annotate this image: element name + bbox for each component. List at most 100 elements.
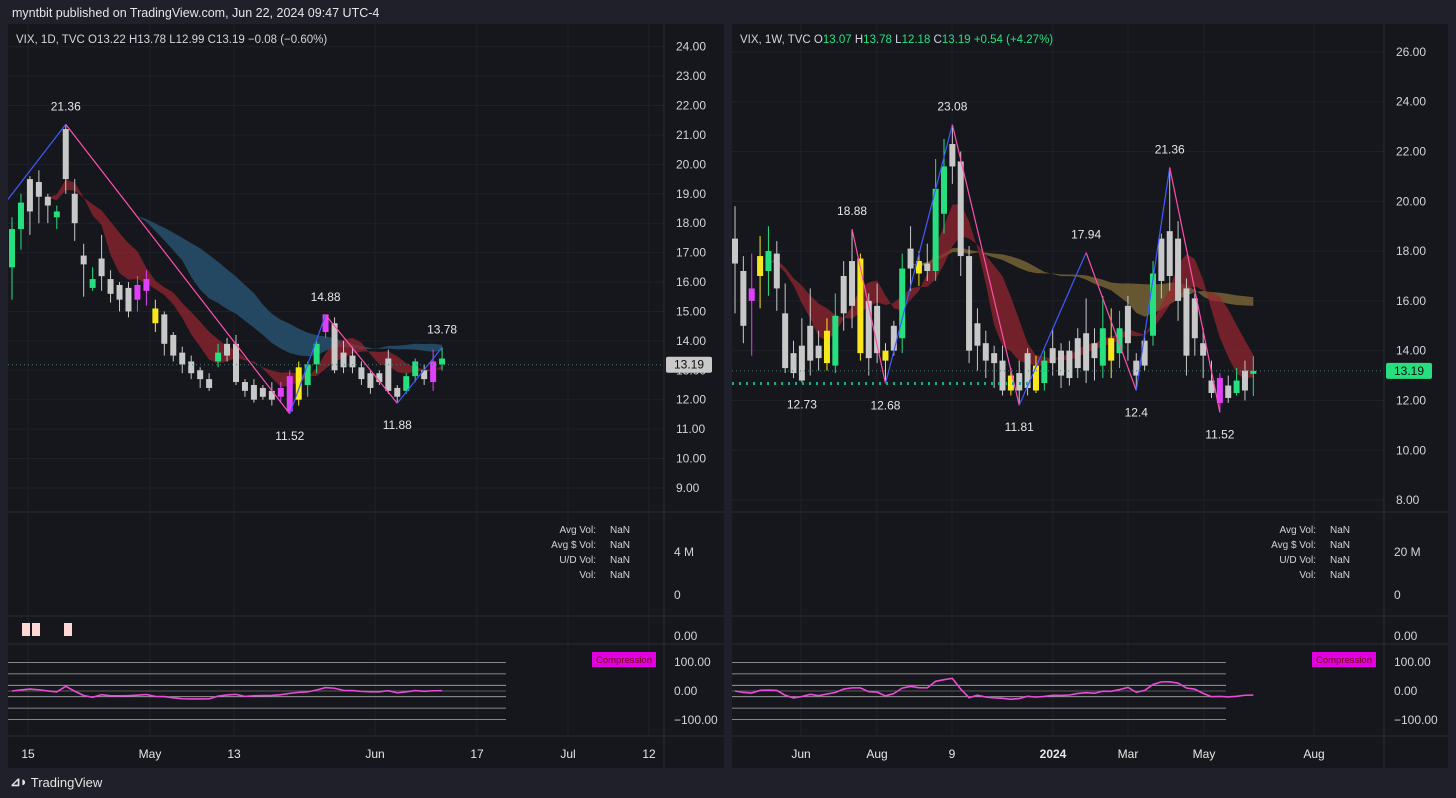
swing-label: 18.88	[837, 204, 867, 218]
oscillator-axis-label: 0.00	[1394, 684, 1418, 698]
x-tick-label: May	[139, 747, 162, 761]
candle-body	[1166, 231, 1173, 276]
candle-body	[188, 361, 195, 374]
candle-body	[865, 300, 872, 359]
candle-body	[367, 373, 374, 388]
candle-body	[125, 287, 132, 312]
candle-body	[740, 271, 747, 326]
candle-body	[17, 202, 24, 230]
x-tick-label: Mar	[1118, 747, 1139, 761]
zigzag-line	[1085, 252, 1137, 391]
oscillator-line	[734, 677, 1254, 701]
swing-label: 23.08	[937, 100, 967, 114]
candle-body	[394, 387, 401, 397]
volume-stat-label: Avg Vol:	[559, 525, 596, 536]
volume-stat-value: NaN	[610, 570, 630, 581]
candle-body	[385, 358, 392, 391]
candle-body	[53, 211, 60, 218]
volume-stat-label: U/D Vol:	[1279, 555, 1316, 566]
candle-body	[1083, 333, 1090, 371]
candle-body	[89, 279, 96, 288]
candle-body	[62, 129, 69, 180]
candle-body	[421, 370, 428, 380]
swing-label: 17.94	[1071, 228, 1101, 242]
daily-chart-panel[interactable]: 21.36 14.88 13.78 11.52 11.88 VIX, 1D, TVC O1…	[8, 24, 724, 768]
candle-body	[250, 384, 257, 400]
symbol-legend: VIX, 1D, TVC O13.22 H13.78 L12.99 C13.19…	[16, 34, 327, 46]
candle-body	[1074, 338, 1081, 369]
x-tick-label: 2024	[1040, 747, 1067, 761]
x-tick-label: Aug	[866, 747, 887, 761]
tradingview-brand[interactable]: ⊿◗ TradingView	[10, 774, 102, 790]
candle-body	[832, 315, 839, 366]
candle-body	[798, 345, 805, 381]
zigzag-line	[1169, 167, 1221, 413]
candle-body	[941, 166, 947, 214]
swing-label: 12.4	[1125, 406, 1149, 420]
candle-body	[134, 284, 141, 300]
candle-body	[358, 367, 365, 380]
legend-value: 12.99	[176, 34, 208, 46]
zigzag-line	[8, 123, 67, 201]
weekly-chart-panel[interactable]: 23.08 18.88 17.94 21.36 12.73 12.68 11.81 12.4 1…	[732, 24, 1448, 768]
zigzag-line	[851, 229, 887, 384]
volume-axis-label: 20 M	[1394, 545, 1421, 559]
candle-body	[215, 352, 222, 362]
candle-body	[313, 343, 320, 365]
legend-value: 12.18	[902, 34, 934, 46]
candle-body	[1024, 353, 1031, 389]
candle-body	[874, 305, 881, 354]
y-tick-label: 14.00	[1396, 344, 1426, 358]
marker-axis-label: 0.00	[1394, 629, 1418, 643]
brand-label: TradingView	[30, 774, 103, 790]
candle-body	[1133, 360, 1140, 376]
compression-badge	[592, 652, 656, 667]
candle-body	[1007, 375, 1014, 391]
candle-body	[1049, 348, 1056, 364]
x-tick-label: 9	[949, 747, 956, 761]
ma-ribbon-slow	[735, 208, 1254, 317]
y-tick-label: 26.00	[1396, 45, 1426, 59]
y-tick-label: 18.00	[676, 216, 706, 230]
candle-body	[999, 360, 1006, 391]
oscillator-axis-label: 100.00	[1394, 655, 1431, 669]
volume-stat-value: NaN	[1330, 570, 1350, 581]
candle-body	[349, 355, 356, 368]
zigzag-line	[951, 124, 1020, 406]
candle-body	[80, 255, 87, 265]
candle-body	[71, 193, 78, 224]
candle-body	[331, 323, 338, 371]
y-tick-label: 19.00	[676, 187, 706, 201]
legend-value: C	[208, 34, 216, 46]
legend-value: H	[855, 34, 863, 46]
candle-body	[322, 314, 329, 333]
candle-body	[991, 353, 998, 364]
candle-body	[9, 229, 15, 268]
candle-body	[98, 258, 105, 277]
y-tick-label: 17.00	[676, 246, 706, 260]
candle-body	[773, 253, 780, 289]
candle-body	[807, 325, 814, 361]
compression-label: Compression	[1316, 655, 1372, 666]
volume-axis-label: 4 M	[674, 545, 694, 559]
compression-label: Compression	[596, 655, 652, 666]
y-tick-label: 12.00	[1396, 393, 1426, 407]
candle-body	[899, 268, 906, 339]
candle-body	[1233, 380, 1240, 393]
volume-stat-value: NaN	[1330, 555, 1350, 566]
compression-badge	[1312, 652, 1376, 667]
legend-value: VIX, 1W, TVC	[740, 34, 814, 46]
candle-body	[1208, 380, 1215, 393]
tradingview-logo-icon: ⊿◗	[10, 774, 28, 789]
candle-body	[439, 358, 446, 365]
swing-label: 11.81	[1005, 420, 1034, 434]
candle-body	[277, 387, 284, 397]
weekly-chart-svg[interactable]: 23.08 18.88 17.94 21.36 12.73 12.68 11.81 12.4 1…	[732, 24, 1448, 768]
legend-value: 13.78	[863, 34, 895, 46]
ma-ribbon-fast	[735, 203, 1254, 380]
legend-value: L	[169, 34, 176, 46]
y-tick-label: 11.00	[676, 422, 705, 436]
swing-label: 12.68	[870, 399, 900, 413]
candle-body	[1108, 338, 1115, 361]
